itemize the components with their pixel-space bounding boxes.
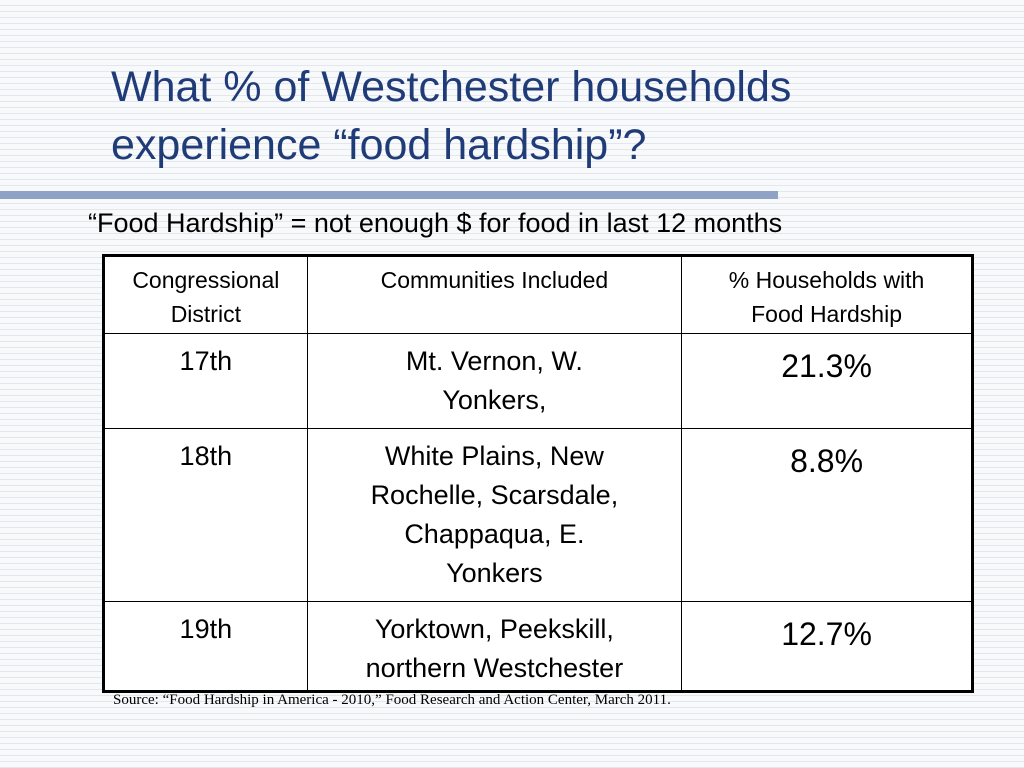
table-row-17th: 17th Mt. Vernon, W. Yonkers, 21.3% [103, 333, 973, 429]
slide-title: What % of Westchester households experie… [111, 58, 991, 174]
district-cell: 18th [103, 428, 308, 602]
title-line-2: experience “food hardship”? [111, 121, 647, 169]
communities-cell: White Plains, New Rochelle, Scarsdale, C… [306, 428, 683, 602]
header-communities-included: Communities Included [306, 255, 683, 334]
district-cell: 17th [103, 333, 308, 429]
percent-cell: 21.3% [681, 333, 973, 429]
food-hardship-table: Congressional District Communities Inclu… [102, 254, 974, 693]
district-cell: 19th [103, 601, 308, 692]
communities-cell: Yorktown, Peekskill, northern Westcheste… [306, 601, 683, 692]
table-row-18th: 18th White Plains, New Rochelle, Scarsda… [103, 428, 973, 602]
percent-cell: 12.7% [681, 601, 973, 692]
header-percent-households: % Households with Food Hardship [681, 255, 973, 334]
percent-cell: 8.8% [681, 428, 973, 602]
table-row-19th: 19th Yorktown, Peekskill, northern Westc… [103, 601, 973, 692]
header-congressional-district: Congressional District [103, 255, 308, 334]
table-header-row: Congressional District Communities Inclu… [103, 255, 973, 334]
food-hardship-definition: “Food Hardship” = not enough $ for food … [88, 208, 783, 238]
communities-cell: Mt. Vernon, W. Yonkers, [306, 333, 683, 429]
title-divider [0, 191, 778, 199]
title-line-1: What % of Westchester households [111, 63, 792, 111]
source-citation: Source: “Food Hardship in America - 2010… [113, 692, 671, 708]
